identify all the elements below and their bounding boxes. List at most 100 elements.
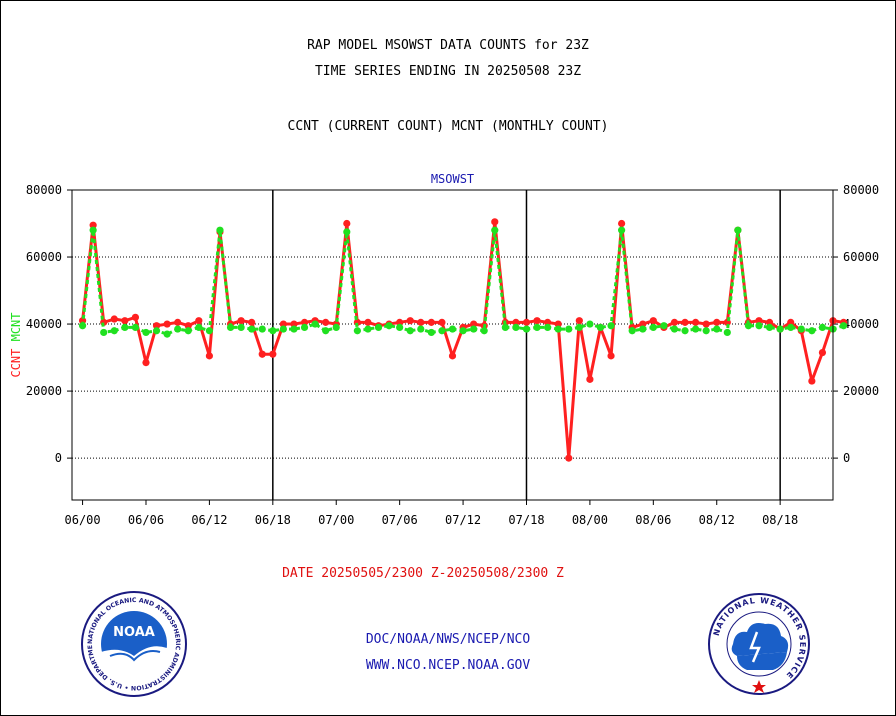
data-point-mcnt bbox=[438, 327, 446, 335]
data-point-mcnt bbox=[818, 323, 827, 332]
data-point-mcnt bbox=[628, 327, 636, 335]
data-point-mcnt bbox=[681, 327, 689, 335]
data-point-mcnt bbox=[480, 327, 488, 335]
data-point-ccnt bbox=[618, 219, 626, 228]
y-axis-label: CCNT MCNT bbox=[9, 312, 23, 377]
data-point-mcnt bbox=[300, 323, 309, 332]
data-point-mcnt bbox=[723, 328, 731, 337]
data-point-ccnt bbox=[808, 377, 816, 385]
data-point-ccnt bbox=[152, 322, 161, 330]
data-point-mcnt bbox=[364, 325, 372, 333]
data-point-mcnt bbox=[512, 323, 520, 332]
data-point-mcnt bbox=[205, 327, 214, 335]
data-point-mcnt bbox=[343, 228, 351, 236]
data-point-mcnt bbox=[501, 323, 509, 332]
data-point-mcnt bbox=[152, 327, 161, 335]
data-point-ccnt bbox=[649, 317, 657, 325]
data-point-ccnt bbox=[491, 218, 499, 226]
data-point-mcnt bbox=[417, 325, 425, 333]
data-point-ccnt bbox=[438, 318, 446, 326]
data-point-ccnt bbox=[131, 313, 140, 321]
data-point-mcnt bbox=[396, 323, 404, 332]
data-point-mcnt bbox=[470, 325, 478, 333]
y-tick-label: 60000 bbox=[26, 250, 62, 264]
data-point-mcnt bbox=[131, 323, 140, 332]
y-tick-label-right: 0 bbox=[843, 451, 850, 465]
data-point-ccnt bbox=[533, 317, 541, 325]
data-point-ccnt bbox=[205, 352, 214, 360]
data-point-mcnt bbox=[639, 325, 647, 333]
data-point-mcnt bbox=[279, 325, 287, 333]
data-point-mcnt bbox=[544, 323, 552, 332]
data-point-mcnt bbox=[353, 327, 361, 335]
data-point-mcnt bbox=[702, 327, 710, 335]
data-point-ccnt bbox=[184, 322, 192, 330]
data-point-ccnt bbox=[512, 318, 520, 326]
data-point-mcnt bbox=[744, 322, 753, 330]
data-point-mcnt bbox=[226, 323, 235, 332]
data-point-mcnt bbox=[110, 327, 118, 335]
data-point-ccnt bbox=[575, 317, 583, 325]
data-point-mcnt bbox=[332, 323, 340, 332]
data-point-mcnt bbox=[237, 323, 245, 332]
y-tick-label-right: 60000 bbox=[843, 250, 879, 264]
data-point-mcnt bbox=[290, 325, 298, 333]
x-tick-label: 08/00 bbox=[572, 513, 608, 527]
x-tick-label: 08/12 bbox=[699, 513, 735, 527]
y-axis-label-mcnt: MCNT bbox=[9, 312, 23, 341]
data-point-ccnt bbox=[818, 348, 827, 357]
data-point-mcnt bbox=[142, 328, 150, 337]
footer-agency: DOC/NOAA/NWS/NCEP/NCO bbox=[365, 632, 531, 647]
x-tick-label: 06/06 bbox=[128, 513, 164, 527]
data-point-mcnt bbox=[691, 325, 700, 333]
y-tick-label: 0 bbox=[55, 451, 62, 465]
data-point-mcnt bbox=[459, 327, 467, 335]
y-tick-label-right: 40000 bbox=[843, 317, 879, 331]
x-tick-label: 08/06 bbox=[635, 513, 671, 527]
data-point-mcnt bbox=[311, 320, 319, 328]
data-point-mcnt bbox=[78, 322, 87, 330]
data-point-mcnt bbox=[649, 323, 657, 332]
data-point-ccnt bbox=[110, 315, 118, 323]
data-point-ccnt bbox=[364, 318, 372, 326]
data-point-ccnt bbox=[639, 320, 647, 328]
data-point-mcnt bbox=[554, 325, 562, 333]
data-point-mcnt bbox=[734, 226, 742, 234]
data-point-ccnt bbox=[406, 317, 414, 325]
data-point-mcnt bbox=[755, 322, 763, 330]
data-point-mcnt bbox=[195, 323, 203, 332]
data-point-mcnt bbox=[586, 320, 594, 328]
data-point-ccnt bbox=[702, 320, 710, 328]
data-point-mcnt bbox=[184, 327, 192, 335]
data-point-ccnt bbox=[89, 221, 97, 229]
y-tick-label-right: 20000 bbox=[843, 384, 879, 398]
data-point-mcnt bbox=[713, 325, 721, 333]
data-point-mcnt bbox=[533, 323, 541, 332]
data-point-ccnt bbox=[522, 318, 531, 326]
data-point-ccnt bbox=[121, 317, 129, 325]
data-point-mcnt bbox=[163, 330, 171, 338]
data-point-ccnt bbox=[470, 320, 478, 328]
data-point-ccnt bbox=[343, 219, 351, 228]
data-point-ccnt bbox=[755, 317, 763, 325]
data-point-ccnt bbox=[417, 318, 425, 326]
data-point-ccnt bbox=[300, 318, 309, 326]
data-point-mcnt bbox=[100, 328, 108, 337]
x-tick-label: 07/06 bbox=[382, 513, 418, 527]
data-point-mcnt bbox=[174, 325, 182, 333]
data-point-mcnt bbox=[607, 322, 615, 330]
data-point-ccnt bbox=[448, 352, 457, 360]
y-tick-label: 80000 bbox=[26, 183, 62, 197]
data-point-ccnt bbox=[681, 318, 689, 326]
data-point-mcnt bbox=[660, 322, 668, 330]
data-point-ccnt bbox=[427, 318, 435, 326]
noaa-logo-text: NOAA bbox=[113, 625, 155, 640]
data-point-ccnt bbox=[290, 320, 298, 328]
data-point-mcnt bbox=[448, 325, 457, 333]
data-point-ccnt bbox=[195, 317, 203, 325]
data-point-ccnt bbox=[544, 318, 552, 326]
header-subtitle: TIME SERIES ENDING IN 20250508 23Z bbox=[314, 64, 582, 79]
data-point-mcnt bbox=[258, 325, 266, 333]
nws-logo: NATIONAL WEATHER SERVICE bbox=[708, 593, 810, 695]
data-point-ccnt bbox=[163, 320, 171, 328]
